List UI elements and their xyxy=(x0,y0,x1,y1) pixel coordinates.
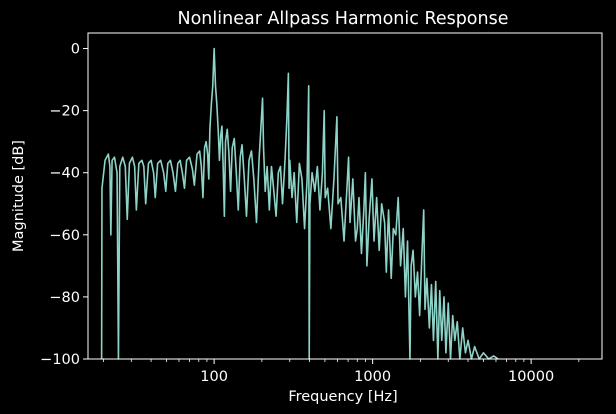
x-axis-ticks: 100 1000 10000 xyxy=(102,359,580,385)
chart-title: Nonlinear Allpass Harmonic Response xyxy=(178,9,509,29)
x-tick-label: 1000 xyxy=(354,369,391,385)
axes-frame xyxy=(87,32,603,360)
x-tick-label: 10000 xyxy=(508,369,554,385)
data-layer xyxy=(100,47,499,360)
x-axis-label: Frequency [Hz] xyxy=(288,389,397,405)
y-tick-label: −60 xyxy=(49,228,80,244)
plot-area xyxy=(87,32,603,360)
x-tick-label: 100 xyxy=(200,369,228,385)
series-line-0 xyxy=(100,47,499,360)
y-tick-label: 0 xyxy=(71,42,80,58)
y-tick-label: −40 xyxy=(49,166,80,182)
y-tick-label: −20 xyxy=(49,104,80,120)
y-tick-label: −100 xyxy=(40,352,80,368)
y-axis-ticks: 0 −20 −40 −60 −80 −100 xyxy=(40,42,88,368)
y-tick-label: −80 xyxy=(49,290,80,306)
y-axis-label: Magnitude [dB] xyxy=(11,140,27,252)
